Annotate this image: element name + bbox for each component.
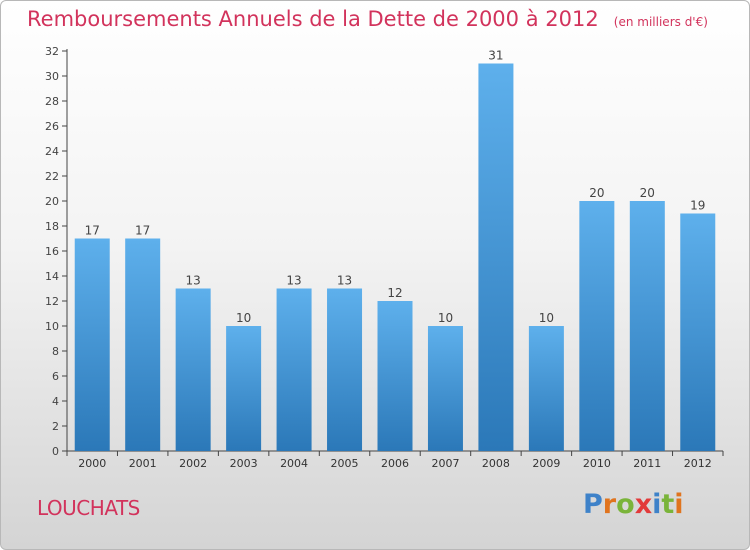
- proxiti-logo[interactable]: Proxiti: [583, 489, 684, 520]
- x-tick-label: 2003: [230, 457, 258, 470]
- data-label-2001: 17: [135, 224, 150, 238]
- data-label-2011: 20: [640, 186, 655, 200]
- bar-2000: [74, 238, 110, 451]
- x-tick-label: 2011: [633, 457, 661, 470]
- x-tick-label: 2009: [532, 457, 560, 470]
- bar-2007: [427, 326, 463, 451]
- data-label-2007: 10: [438, 311, 453, 325]
- bar-2005: [327, 288, 363, 451]
- x-tick-label: 2010: [583, 457, 611, 470]
- bar-2011: [629, 201, 665, 451]
- data-label-2009: 10: [539, 311, 554, 325]
- logo-letter: i: [674, 489, 684, 520]
- y-tick-label: 4: [52, 395, 59, 408]
- x-tick-label: 2004: [280, 457, 308, 470]
- data-label-2002: 13: [186, 274, 201, 288]
- x-tick-label: 2006: [381, 457, 409, 470]
- x-tick-label: 2008: [482, 457, 510, 470]
- y-tick-label: 12: [45, 295, 59, 308]
- y-tick-label: 28: [45, 95, 59, 108]
- bar-2009: [528, 326, 564, 451]
- data-label-2010: 20: [589, 186, 604, 200]
- data-label-2012: 19: [690, 199, 705, 213]
- chart-title: Remboursements Annuels de la Dette de 20…: [27, 7, 708, 31]
- data-label-2005: 13: [337, 274, 352, 288]
- y-tick-label: 0: [52, 445, 59, 458]
- y-tick-label: 16: [45, 245, 59, 258]
- chart-title-unit: (en milliers d'€): [613, 15, 708, 29]
- data-labels: 17 17 13 10 13 13 12 10 31 10 20 20 19: [85, 49, 706, 326]
- bar-2003: [226, 326, 262, 451]
- bars: [74, 63, 716, 451]
- bar-2006: [377, 301, 413, 451]
- y-tick-label: 32: [45, 45, 59, 58]
- y-tick-label: 22: [45, 170, 59, 183]
- data-label-2000: 17: [85, 224, 100, 238]
- commune-name: LOUCHATS: [37, 496, 140, 520]
- bar-2012: [680, 213, 716, 451]
- bar-2010: [579, 201, 615, 451]
- x-tick-label: 2007: [431, 457, 459, 470]
- logo-letter: x: [634, 489, 653, 520]
- bar-2001: [125, 238, 161, 451]
- y-tick-label: 26: [45, 120, 59, 133]
- y-tick-label: 8: [52, 345, 59, 358]
- x-tick-label: 2012: [684, 457, 712, 470]
- y-tick-label: 14: [45, 270, 59, 283]
- logo-letter: t: [661, 489, 675, 520]
- x-tick-label: 2005: [331, 457, 359, 470]
- chart-title-main: Remboursements Annuels de la Dette de 20…: [27, 7, 599, 31]
- y-tick-label: 10: [45, 320, 59, 333]
- x-tick-label: 2000: [78, 457, 106, 470]
- logo-letter: i: [652, 489, 662, 520]
- logo-letter: P: [583, 489, 603, 520]
- y-tick-label: 24: [45, 145, 59, 158]
- y-tick-label: 2: [52, 420, 59, 433]
- data-label-2003: 10: [236, 311, 251, 325]
- x-tick-label: 2002: [179, 457, 207, 470]
- bar-2008: [478, 63, 514, 451]
- x-axis: 2000 2001 2002 2003 2004 2005 2006 2007 2008 2009…: [66, 450, 724, 470]
- y-tick-label: 6: [52, 370, 59, 383]
- x-tick-label: 2001: [129, 457, 157, 470]
- y-tick-label: 30: [45, 70, 59, 83]
- logo-letter: o: [616, 489, 635, 520]
- data-label-2006: 12: [387, 286, 402, 300]
- bar-2004: [276, 288, 312, 451]
- logo-letter: r: [602, 489, 617, 520]
- y-tick-label: 20: [45, 195, 59, 208]
- y-tick-label: 18: [45, 220, 59, 233]
- data-label-2004: 13: [286, 274, 301, 288]
- data-label-2008: 31: [488, 49, 503, 63]
- bar-2002: [175, 288, 211, 451]
